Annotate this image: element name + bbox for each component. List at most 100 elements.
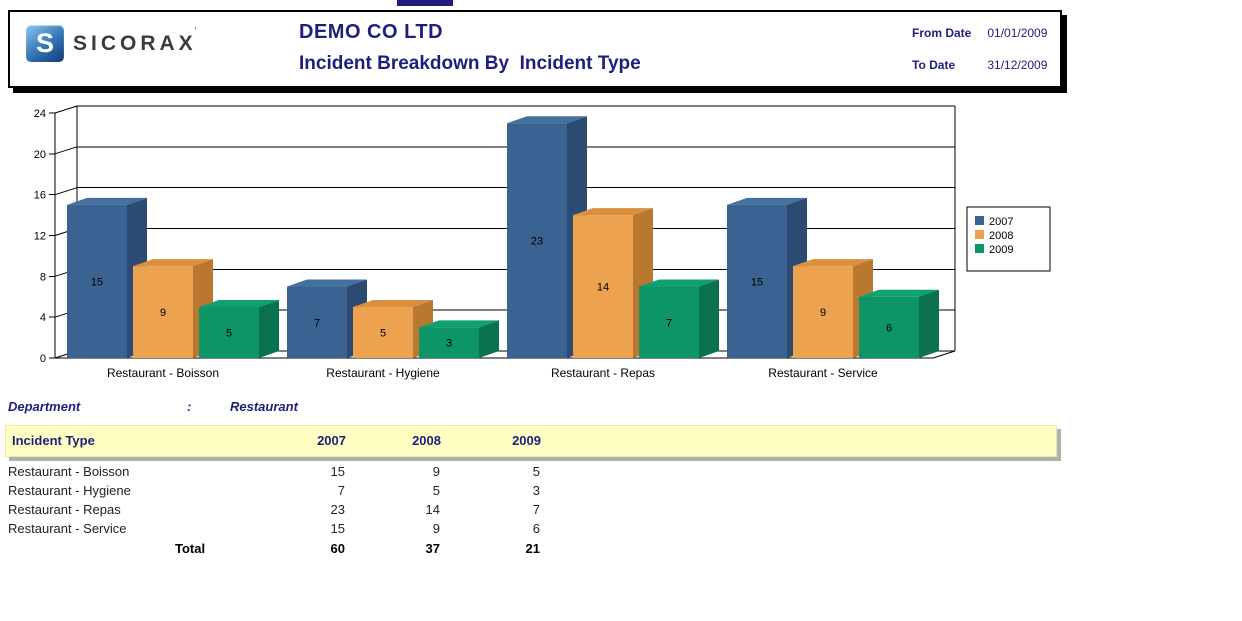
table-total-row: Total 60 37 21	[0, 541, 1060, 560]
cell-2008: 5	[432, 483, 440, 498]
row-label: Restaurant - Repas	[8, 502, 121, 517]
table-row: Restaurant - Repas 23 14 7	[0, 502, 1060, 521]
to-date-value: 31/12/2009	[987, 58, 1048, 72]
y-axis-tick-label: 4	[40, 312, 46, 324]
column-header-2009: 2009	[512, 433, 541, 448]
column-header-incident-type: Incident Type	[12, 433, 95, 448]
cell-2007: 60	[330, 541, 345, 556]
bar-front-face	[287, 286, 347, 358]
bar-side-face	[919, 289, 939, 358]
bar-value-label: 3	[446, 338, 452, 350]
header-titles: DEMO CO LTD Incident Breakdown By Incide…	[299, 21, 641, 75]
bar-group-restaurant-boisson: 15 9 5 Restaurant - Boisson	[67, 197, 279, 380]
total-label: Total	[175, 541, 206, 556]
x-axis-category-label: Restaurant - Boisson	[107, 366, 219, 380]
bar-top-face	[793, 259, 873, 267]
table-row: Restaurant - Boisson 15 9 5	[0, 464, 1060, 483]
bar-2009: 3	[419, 320, 499, 358]
from-date-label: From Date	[912, 26, 972, 40]
cell-2009: 7	[532, 502, 540, 517]
legend-label-2007: 2007	[989, 216, 1013, 228]
bar-top-face	[639, 279, 719, 287]
cell-2007: 15	[330, 464, 345, 479]
bar-value-label: 9	[820, 307, 826, 319]
report-header: S SICORAX' DEMO CO LTD Incident Breakdow…	[8, 10, 1062, 88]
cell-2009: 21	[525, 541, 540, 556]
bar-front-face	[353, 306, 413, 358]
legend-swatch-2007	[975, 216, 984, 225]
bar-front-face	[199, 306, 259, 358]
bar-front-face	[67, 204, 127, 358]
cell-2008: 37	[425, 541, 440, 556]
bar-top-face	[573, 208, 653, 216]
to-date-label: To Date	[912, 58, 956, 72]
legend-swatch-2008	[975, 230, 984, 239]
bar-top-face	[287, 279, 367, 287]
bar-value-label: 15	[91, 276, 103, 288]
bar-front-face	[859, 296, 919, 358]
row-label: Restaurant - Hygiene	[8, 483, 131, 498]
column-header-2008: 2008	[412, 433, 441, 448]
bar-2007: 23	[507, 116, 587, 358]
x-axis-category-label: Restaurant - Repas	[551, 366, 655, 380]
department-value: Restaurant	[230, 399, 298, 414]
bar-top-face	[133, 259, 213, 267]
date-range: From Date 01/01/2009 To Date 31/12/2009	[912, 26, 1047, 90]
bar-top-face	[67, 197, 147, 205]
bar-top-face	[419, 320, 499, 328]
bar-front-face	[419, 327, 479, 358]
bar-value-label: 9	[160, 307, 166, 319]
bar-group-restaurant-service: 15 9 6 Restaurant - Service	[727, 197, 939, 380]
bar-2009: 5	[199, 299, 279, 358]
top-strip	[397, 0, 453, 6]
cell-2007: 7	[337, 483, 345, 498]
department-label: Department	[8, 399, 81, 414]
department-line: Department : Restaurant	[8, 399, 528, 417]
cell-2009: 3	[532, 483, 540, 498]
logo-letter: S	[35, 28, 54, 58]
bar-side-face	[699, 279, 719, 358]
bar-top-face	[859, 289, 939, 297]
legend-swatch-2009	[975, 244, 984, 253]
company-title: DEMO CO LTD	[299, 21, 444, 43]
bar-value-label: 15	[751, 276, 763, 288]
logo-trademark: '	[194, 25, 197, 36]
from-date-value: 01/01/2009	[987, 26, 1048, 40]
bar-top-face	[507, 116, 587, 124]
bar-value-label: 23	[531, 236, 543, 248]
bar-top-face	[199, 299, 279, 307]
department-separator: :	[187, 399, 192, 414]
cell-2007: 23	[330, 502, 345, 517]
bar-side-face	[259, 299, 279, 358]
cell-2007: 15	[330, 521, 345, 536]
bar-value-label: 6	[886, 322, 892, 334]
bar-top-face	[353, 299, 433, 307]
legend-label-2008: 2008	[989, 230, 1013, 242]
bar-group-restaurant-hygiene: 7 5 3 Restaurant - Hygiene	[287, 279, 499, 380]
sicorax-logo: S SICORAX'	[26, 25, 198, 62]
chart-legend: 2007 2008 2009	[966, 206, 1051, 272]
bar-2009: 7	[639, 279, 719, 358]
y-axis-tick-label: 20	[34, 149, 46, 161]
from-date-row: From Date 01/01/2009	[912, 26, 1047, 58]
incident-bar-chart: 0 4 8 12 16 20 24 15 9 5 Restaurant - Boisson 7 5 3 Re…	[34, 105, 1051, 380]
bar-value-label: 14	[597, 282, 609, 294]
y-axis-tick-label: 16	[34, 190, 46, 202]
cell-2008: 9	[432, 464, 440, 479]
page-title: Incident Breakdown By Incident Type	[299, 53, 641, 74]
y-axis-tick-label: 8	[40, 271, 46, 283]
bar-top-face	[727, 197, 807, 205]
cell-2009: 6	[532, 521, 540, 536]
table-row: Restaurant - Service 15 9 6	[0, 521, 1060, 540]
bar-side-face	[479, 320, 499, 358]
legend-label-2009: 2009	[989, 244, 1013, 256]
y-axis-tick-label: 24	[34, 108, 46, 120]
bar-front-face	[507, 123, 567, 358]
table-row: Restaurant - Hygiene 7 5 3	[0, 483, 1060, 502]
row-label: Restaurant - Service	[8, 521, 127, 536]
bar-front-face	[133, 266, 193, 358]
bar-front-face	[793, 266, 853, 358]
to-date-row: To Date 31/12/2009	[912, 58, 1047, 90]
cell-2008: 14	[425, 502, 440, 517]
